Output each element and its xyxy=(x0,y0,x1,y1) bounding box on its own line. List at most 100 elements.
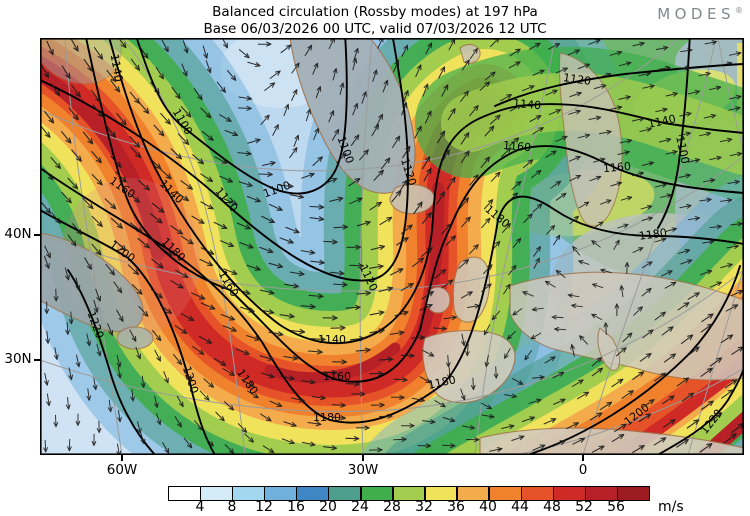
wind-arrow xyxy=(480,402,493,410)
wind-arrow xyxy=(441,149,450,163)
wind-arrow xyxy=(687,216,701,221)
wind-arrow xyxy=(424,110,432,124)
wind-arrow xyxy=(423,167,432,182)
wind-arrow xyxy=(369,328,385,334)
wind-arrow xyxy=(632,247,644,254)
colorbar-tick-value: 48 xyxy=(543,499,561,515)
colorbar-cell xyxy=(265,487,296,500)
wind-arrow xyxy=(332,68,338,81)
wind-arrow xyxy=(130,389,135,402)
wind-arrow xyxy=(414,125,422,139)
wind-arrow xyxy=(394,310,409,317)
wind-arrow xyxy=(44,111,55,124)
wind-arrow xyxy=(550,180,562,189)
wind-arrow xyxy=(220,313,236,321)
wind-arrow xyxy=(699,269,713,276)
wind-arrow xyxy=(264,82,276,91)
wind-arrow xyxy=(235,348,250,355)
wind-arrow xyxy=(703,113,717,119)
wind-arrow xyxy=(400,224,413,235)
land-labrador xyxy=(40,232,144,333)
wind-arrow xyxy=(138,102,150,114)
contour-1120-west xyxy=(40,38,409,282)
wind-arrow xyxy=(192,346,205,355)
wind-arrow xyxy=(593,221,604,229)
wind-arrow xyxy=(283,103,289,117)
wind-arrow xyxy=(283,421,297,427)
contour-1220-west xyxy=(67,269,156,455)
wind-arrow xyxy=(402,145,411,159)
wind-arrow xyxy=(483,199,494,210)
wind-arrow xyxy=(614,423,627,433)
colorbar-tick-value: 40 xyxy=(479,499,497,515)
wind-arrow xyxy=(640,204,653,210)
wind-arrow xyxy=(686,419,700,429)
wind-arrow xyxy=(532,127,544,135)
wind-arrow xyxy=(238,181,253,188)
wind-arrow xyxy=(244,433,254,443)
wind-arrow xyxy=(572,437,586,445)
wind-arrow xyxy=(529,115,542,122)
lon-tick-label: 30W xyxy=(347,462,379,478)
wind-arrow xyxy=(359,149,369,161)
wind-arrow xyxy=(504,393,517,399)
wind-arrow xyxy=(65,397,71,410)
wind-arrow xyxy=(155,66,165,80)
wind-arrow xyxy=(632,371,645,380)
wind-arrow xyxy=(480,156,491,168)
wind-arrow xyxy=(577,63,591,70)
wind-arrow xyxy=(593,84,607,90)
lon-tick-label: 0 xyxy=(578,462,588,478)
wind-arrow xyxy=(481,413,495,419)
wind-arrow xyxy=(633,306,643,316)
wind-arrow xyxy=(171,86,181,100)
wind-arrow xyxy=(728,51,742,56)
wind-arrow xyxy=(259,246,274,254)
wind-arrow xyxy=(268,331,284,337)
colorbar-tick-value: 32 xyxy=(415,499,433,515)
wind-arrow xyxy=(624,262,630,275)
contour-label: 1180 xyxy=(638,226,668,243)
wind-arrow xyxy=(642,329,654,339)
wind-arrow xyxy=(489,447,503,452)
land-svalbard xyxy=(459,43,481,64)
contour-1220-east xyxy=(655,367,744,455)
wind-arrow xyxy=(237,423,248,433)
wind-arrow xyxy=(378,356,394,363)
wind-arrow xyxy=(259,355,274,361)
wind-arrow xyxy=(654,237,667,243)
wind-arrow xyxy=(663,353,677,363)
wind-arrow xyxy=(323,239,338,245)
wind-arrow xyxy=(68,311,74,325)
wind-arrow xyxy=(447,108,456,121)
wind-arrow xyxy=(661,326,674,336)
wind-arrow xyxy=(268,203,283,211)
wind-arrow xyxy=(568,155,581,162)
colorbar-tick-value: 4 xyxy=(195,499,205,515)
wind-arrow xyxy=(508,61,521,69)
wind-arrow xyxy=(679,111,692,117)
wind-arrow xyxy=(293,134,300,147)
landmasses xyxy=(40,38,744,455)
wind-arrow xyxy=(699,197,712,203)
wind-arrow xyxy=(614,303,620,317)
wind-arrow xyxy=(203,378,215,388)
wind-arrow xyxy=(53,347,59,360)
wind-arrow xyxy=(226,69,237,81)
wind-arrow xyxy=(199,390,210,401)
wind-arrow xyxy=(70,38,79,52)
wind-arrow xyxy=(611,433,625,443)
wind-arrow xyxy=(110,155,122,168)
wind-arrow xyxy=(280,44,292,54)
wind-arrow xyxy=(53,288,59,302)
wind-arrow xyxy=(200,247,215,255)
wind-arrow xyxy=(290,397,305,403)
wind-arrow xyxy=(484,354,490,368)
wind-arrow xyxy=(238,95,253,101)
wind-arrow xyxy=(460,388,466,401)
wind-arrow xyxy=(75,413,81,426)
lon-tick xyxy=(582,455,584,461)
wind-arrow xyxy=(90,89,101,103)
wind-arrow xyxy=(415,64,422,78)
wind-arrow xyxy=(522,291,534,297)
